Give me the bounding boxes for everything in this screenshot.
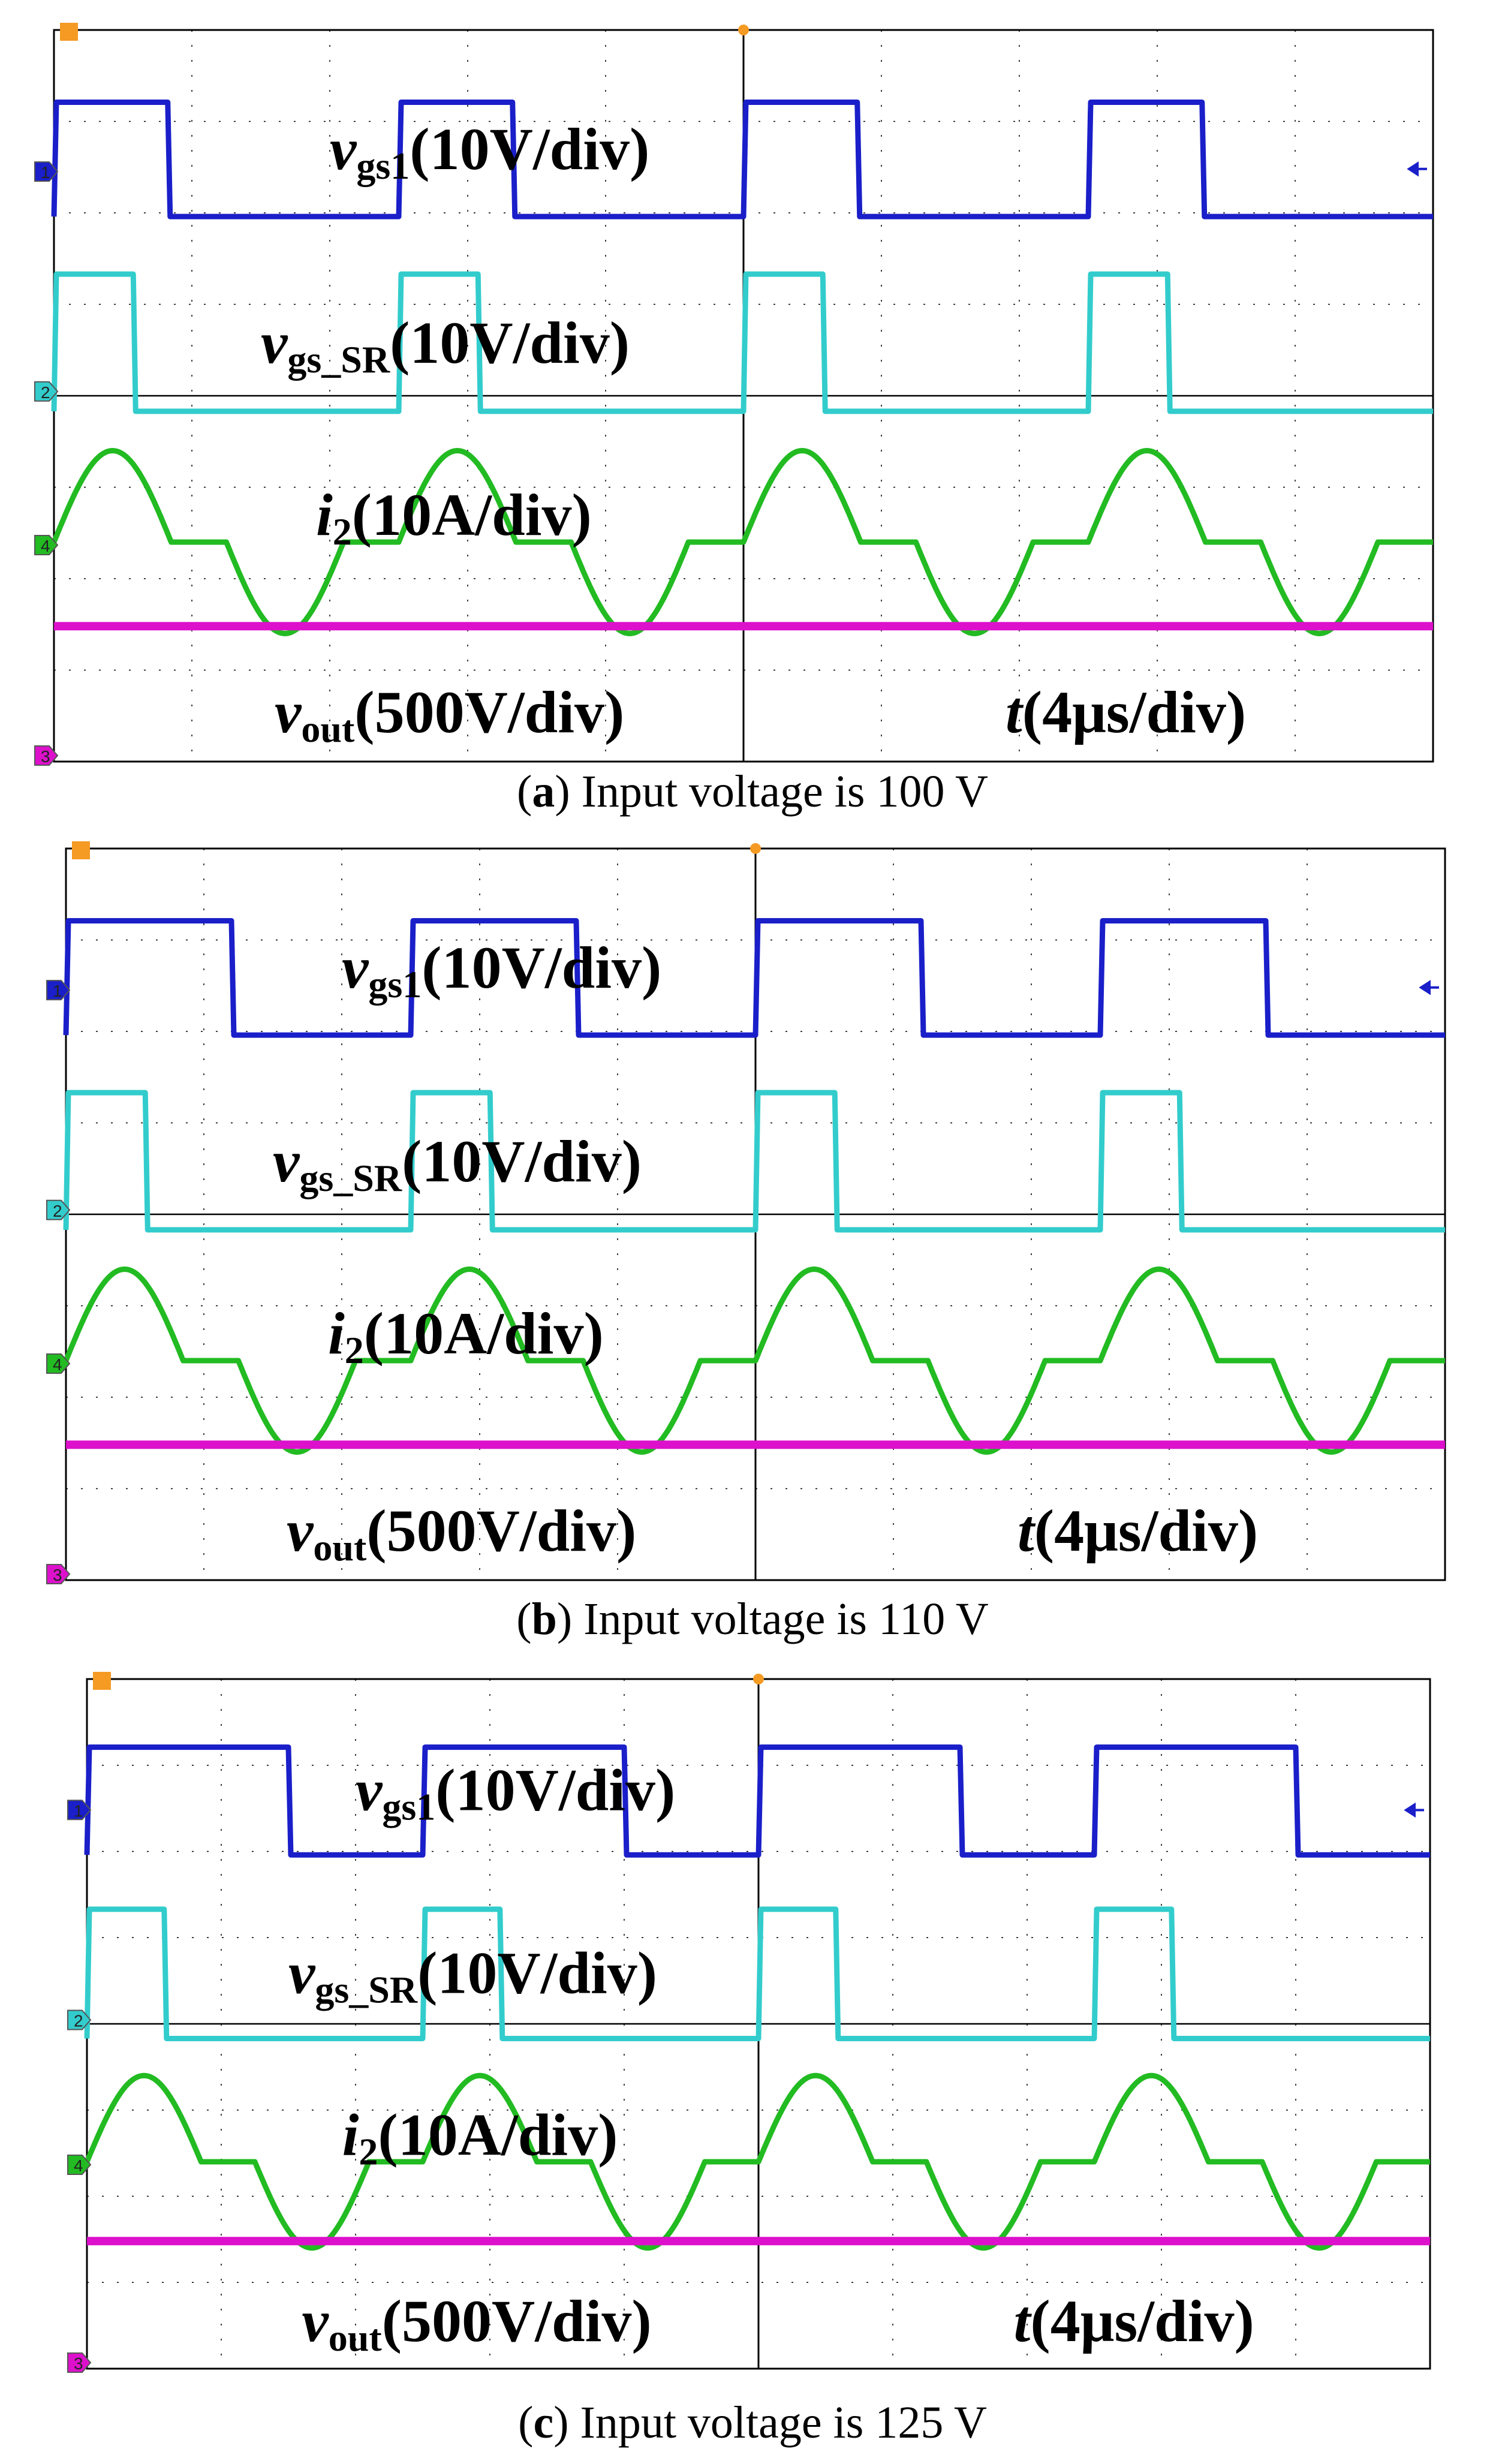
caption-b: (b) Input voltage is 110 V xyxy=(516,1594,989,1644)
svg-text:1: 1 xyxy=(74,1801,83,1820)
channel-marker-4: 4 xyxy=(67,2155,92,2175)
svg-text:4: 4 xyxy=(53,1355,62,1374)
channel-marker-4: 4 xyxy=(46,1353,71,1374)
scope-panel-c: 1 vgs1(10V/div) 2 vgs_SR(10V/div) 4 i2(10A/di… xyxy=(67,1672,1431,2373)
trigger-marker xyxy=(72,841,90,859)
scope-panel-b: 1 vgs1(10V/div) 2 vgs_SR(10V/div) 4 i2(10A/di… xyxy=(46,841,1446,1584)
svg-text:1: 1 xyxy=(41,163,50,182)
label-vout: vout(500V/div) xyxy=(275,679,624,750)
channel-marker-3: 3 xyxy=(67,2352,92,2373)
caption-c: (c) Input voltage is 125 V xyxy=(518,2397,987,2448)
trace-i2 xyxy=(63,1266,1446,1455)
label-time-div: t(4μs/div) xyxy=(1006,679,1246,745)
svg-text:1: 1 xyxy=(53,982,62,1000)
channel-marker-1: 1 xyxy=(34,161,59,182)
svg-text:2: 2 xyxy=(74,2012,83,2030)
trigger-position-marker xyxy=(753,1674,764,1684)
svg-text:4: 4 xyxy=(74,2156,83,2175)
svg-text:3: 3 xyxy=(41,747,50,766)
label-vout: vout(500V/div) xyxy=(302,2288,651,2359)
svg-text:3: 3 xyxy=(53,1566,62,1584)
trace-vgs1 xyxy=(51,99,1433,219)
label-vgs_SR: vgs_SR(10V/div) xyxy=(273,1128,642,1199)
label-vout: vout(500V/div) xyxy=(287,1497,636,1569)
trace-vgs_SR xyxy=(51,271,1433,414)
label-vgs1: vgs1(10V/div) xyxy=(342,934,661,1006)
scope-panel-a: 1 vgs1(10V/div) 2 vgs_SR(10V/div) 4 i2(10A/di… xyxy=(34,23,1434,766)
trace-vgs_SR xyxy=(63,1090,1445,1233)
channel-marker-2: 2 xyxy=(46,1199,71,1220)
channel-marker-2: 2 xyxy=(67,2009,92,2030)
channel-marker-1: 1 xyxy=(46,980,71,1001)
label-time-div: t(4μs/div) xyxy=(1014,2288,1254,2354)
trace-vgs_SR xyxy=(84,1906,1430,2041)
trace-i2 xyxy=(51,448,1434,636)
trigger-level-arrow xyxy=(1419,980,1439,995)
label-i2: i2(10A/div) xyxy=(316,482,592,553)
svg-text:4: 4 xyxy=(41,537,50,555)
label-i2: i2(10A/div) xyxy=(328,1300,604,1371)
channel-marker-3: 3 xyxy=(34,745,59,766)
trace-i2 xyxy=(84,2072,1431,2251)
channel-marker-2: 2 xyxy=(34,381,59,402)
trigger-marker xyxy=(93,1672,111,1690)
trigger-marker xyxy=(60,23,78,41)
channel-marker-4: 4 xyxy=(34,535,59,555)
trace-vgs1 xyxy=(63,917,1445,1038)
channel-marker-3: 3 xyxy=(46,1564,71,1584)
label-vgs1: vgs1(10V/div) xyxy=(330,116,649,187)
svg-text:2: 2 xyxy=(53,1202,62,1220)
label-vgs_SR: vgs_SR(10V/div) xyxy=(288,1939,657,2011)
caption-a: (a) Input voltage is 100 V xyxy=(517,766,988,817)
svg-text:2: 2 xyxy=(41,383,50,402)
label-vgs1: vgs1(10V/div) xyxy=(356,1757,675,1828)
label-time-div: t(4μs/div) xyxy=(1018,1497,1258,1564)
trigger-level-arrow xyxy=(1407,161,1427,177)
trigger-level-arrow xyxy=(1404,1802,1424,1818)
trigger-position-marker xyxy=(750,843,761,854)
trace-vgs1 xyxy=(84,1744,1430,1858)
label-i2: i2(10A/div) xyxy=(342,2102,618,2173)
trigger-position-marker xyxy=(738,25,749,35)
svg-text:3: 3 xyxy=(74,2354,83,2373)
channel-marker-1: 1 xyxy=(67,1800,92,1821)
label-vgs_SR: vgs_SR(10V/div) xyxy=(261,309,630,381)
